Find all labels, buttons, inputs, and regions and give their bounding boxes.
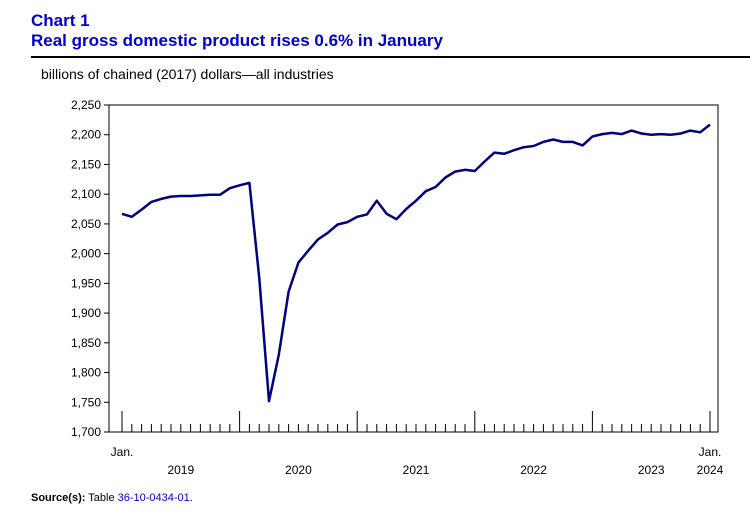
y-tick-label: 2,200 bbox=[71, 128, 101, 142]
data-point bbox=[699, 131, 701, 133]
data-point bbox=[189, 195, 191, 197]
data-point bbox=[415, 200, 417, 202]
data-point bbox=[581, 144, 583, 146]
data-point bbox=[503, 153, 505, 155]
data-point bbox=[327, 232, 329, 234]
data-point bbox=[385, 213, 387, 215]
data-point bbox=[307, 249, 309, 251]
data-point bbox=[366, 213, 368, 215]
data-point bbox=[483, 160, 485, 162]
data-point bbox=[650, 134, 652, 136]
data-point bbox=[621, 133, 623, 135]
data-point bbox=[591, 135, 593, 137]
source-prefix: Table bbox=[85, 492, 117, 504]
data-point bbox=[336, 223, 338, 225]
data-point bbox=[542, 141, 544, 143]
y-tick-label: 1,950 bbox=[71, 276, 101, 290]
data-point bbox=[552, 138, 554, 140]
data-point bbox=[219, 194, 221, 196]
y-axis: 1,700 1,750 1,800 1,850 1,900 1,950 2,000 2,050… bbox=[71, 98, 109, 439]
year-label: 2021 bbox=[403, 463, 430, 477]
data-point bbox=[660, 133, 662, 135]
y-axis-title: billions of chained (2017) dollars—all i… bbox=[41, 66, 334, 82]
data-point bbox=[513, 149, 515, 151]
y-tick-label: 2,100 bbox=[71, 187, 101, 201]
data-point bbox=[474, 170, 476, 172]
data-point bbox=[532, 145, 534, 147]
source-label: Source(s): bbox=[31, 492, 85, 504]
y-tick-label: 2,250 bbox=[71, 98, 101, 112]
source-table-link[interactable]: 36-10-0434-01 bbox=[118, 492, 190, 504]
x-axis-labels: Jan. Jan. 2019 2020 2021 2022 2023 2024 bbox=[111, 445, 724, 477]
y-tick-label: 2,000 bbox=[71, 247, 101, 261]
x-axis bbox=[122, 411, 710, 432]
data-point bbox=[356, 216, 358, 218]
data-point bbox=[670, 134, 672, 136]
year-label: 2022 bbox=[520, 463, 547, 477]
data-point bbox=[160, 198, 162, 200]
data-point bbox=[121, 213, 123, 215]
year-label: 2019 bbox=[167, 463, 194, 477]
data-point bbox=[601, 133, 603, 135]
data-point bbox=[199, 194, 201, 196]
data-point bbox=[562, 141, 564, 143]
data-point bbox=[317, 238, 319, 240]
data-point bbox=[454, 170, 456, 172]
data-point bbox=[248, 182, 250, 184]
data-point bbox=[395, 218, 397, 220]
data-point bbox=[444, 176, 446, 178]
data-point bbox=[679, 132, 681, 134]
data-point bbox=[268, 400, 270, 402]
data-point bbox=[434, 186, 436, 188]
data-point bbox=[523, 146, 525, 148]
data-point bbox=[346, 221, 348, 223]
y-tick-label: 1,900 bbox=[71, 306, 101, 320]
data-point bbox=[209, 194, 211, 196]
data-point bbox=[180, 195, 182, 197]
data-point bbox=[376, 200, 378, 202]
data-point bbox=[640, 132, 642, 134]
y-tick-label: 1,750 bbox=[71, 395, 101, 409]
data-point bbox=[572, 141, 574, 143]
y-tick-label: 1,800 bbox=[71, 366, 101, 380]
data-point bbox=[630, 129, 632, 131]
y-tick-label: 2,150 bbox=[71, 157, 101, 171]
x-end-label: Jan. bbox=[699, 445, 722, 459]
data-point bbox=[297, 261, 299, 263]
source-note: Source(s): Table 36-10-0434-01. bbox=[31, 492, 193, 504]
data-point bbox=[238, 184, 240, 186]
data-point bbox=[709, 123, 711, 125]
year-label: 2024 bbox=[697, 463, 724, 477]
y-tick-label: 1,850 bbox=[71, 336, 101, 350]
y-tick-label: 1,700 bbox=[71, 425, 101, 439]
data-point bbox=[131, 216, 133, 218]
plot-frame bbox=[109, 105, 718, 432]
data-point bbox=[287, 290, 289, 292]
data-point bbox=[464, 169, 466, 171]
gdp-series-line bbox=[122, 125, 710, 402]
data-point bbox=[170, 195, 172, 197]
source-suffix: . bbox=[190, 492, 193, 504]
data-point bbox=[405, 208, 407, 210]
gdp-data-points bbox=[121, 123, 711, 402]
data-point bbox=[689, 129, 691, 131]
data-point bbox=[258, 276, 260, 278]
x-start-label: Jan. bbox=[111, 445, 134, 459]
data-point bbox=[493, 151, 495, 153]
data-point bbox=[140, 208, 142, 210]
line-chart: billions of chained (2017) dollars—all i… bbox=[0, 0, 750, 490]
data-point bbox=[611, 132, 613, 134]
y-tick-label: 2,050 bbox=[71, 217, 101, 231]
year-label: 2020 bbox=[285, 463, 312, 477]
data-point bbox=[425, 190, 427, 192]
data-point bbox=[150, 201, 152, 203]
data-point bbox=[229, 187, 231, 189]
data-point bbox=[278, 354, 280, 356]
year-label: 2023 bbox=[638, 463, 665, 477]
